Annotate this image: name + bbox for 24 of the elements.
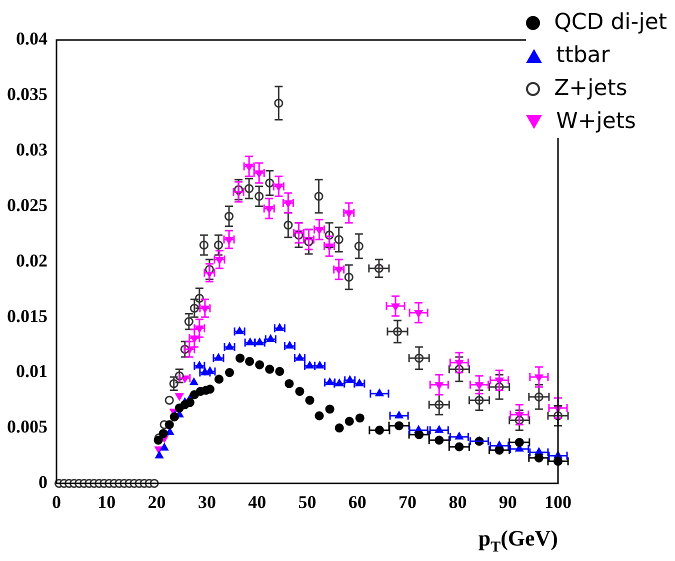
x-tick-label: 10 xyxy=(98,492,116,512)
x-tick-label: 60 xyxy=(348,492,366,512)
legend-label: Z+jets xyxy=(554,75,628,103)
y-tick-label: 0.015 xyxy=(7,306,48,326)
y-tick-label: 0.03 xyxy=(16,140,48,160)
x-tick-label: 20 xyxy=(148,492,166,512)
x-tick-label: 30 xyxy=(198,492,216,512)
x-tick-label: 90 xyxy=(498,492,517,512)
y-tick-label: 0.025 xyxy=(7,194,48,215)
y-tick-label: 0.02 xyxy=(16,250,48,270)
x-tick-label: 100 xyxy=(544,492,572,512)
y-tick-label: 0.01 xyxy=(16,361,48,382)
y-tick-label: 0.035 xyxy=(7,84,48,104)
x-tick-label: 70 xyxy=(398,492,417,512)
y-tick-label: 0.005 xyxy=(7,416,48,437)
legend-label: QCD di-jet xyxy=(554,9,667,37)
y-tick-label: 0 xyxy=(38,472,48,492)
legend-label: W+jets xyxy=(556,108,636,136)
legend-label: ttbar xyxy=(556,42,610,70)
x-tick-label: 50 xyxy=(298,492,316,512)
x-tick-label: 80 xyxy=(448,492,467,512)
y-tick-label: 0.04 xyxy=(16,28,48,49)
x-tick-label: 0 xyxy=(52,492,61,512)
x-tick-label: 40 xyxy=(248,492,266,512)
